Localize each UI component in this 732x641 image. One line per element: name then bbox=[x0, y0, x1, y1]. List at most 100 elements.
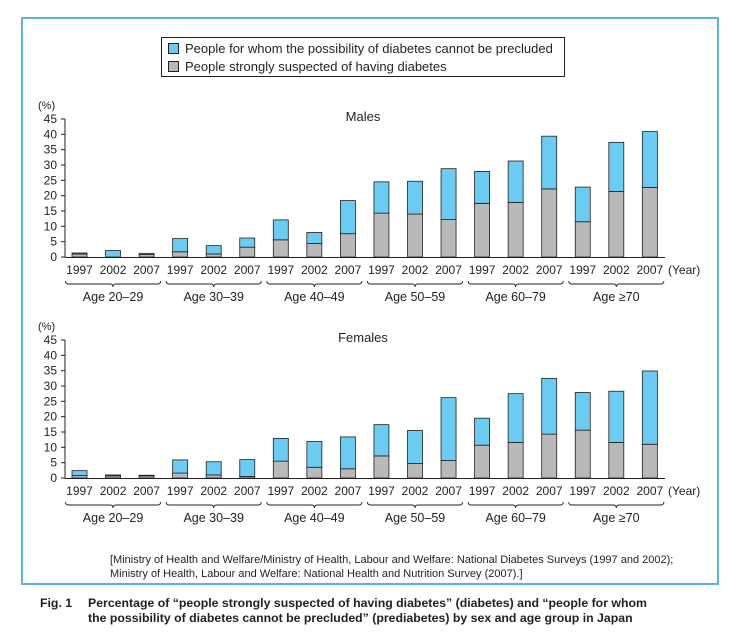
females-x-tick-label: 2007 bbox=[435, 484, 462, 498]
males-group-label: Age 60–79 bbox=[485, 290, 546, 304]
females-bar-prediabetes bbox=[373, 424, 390, 457]
males-y-tick-label: 30 bbox=[44, 158, 58, 172]
females-bar-prediabetes bbox=[105, 474, 121, 477]
males-group-brace bbox=[467, 280, 564, 288]
males-bar-diabetes bbox=[641, 186, 658, 258]
females-bar-prediabetes bbox=[574, 392, 591, 431]
males-bar-prediabetes bbox=[239, 237, 256, 248]
males-group-label: Age ≥70 bbox=[593, 290, 640, 304]
males-bar-prediabetes bbox=[339, 200, 356, 235]
females-bar-diabetes bbox=[205, 474, 222, 479]
females-bar-diabetes bbox=[474, 444, 491, 479]
females-x-tick-label: 2007 bbox=[234, 484, 261, 498]
females-x-tick-label: 2007 bbox=[536, 484, 563, 498]
males-bar-diabetes bbox=[306, 243, 323, 258]
males-x-axis-label: (Year) bbox=[668, 263, 700, 277]
females-x-tick-label: 1997 bbox=[167, 484, 194, 498]
females-bar-diabetes bbox=[172, 472, 189, 479]
females-group-label: Age 60–79 bbox=[485, 511, 546, 525]
females-x-tick-label: 1997 bbox=[569, 484, 596, 498]
females-x-tick-label: 2002 bbox=[402, 484, 429, 498]
males-bar-prediabetes bbox=[205, 245, 222, 255]
females-x-tick-label: 1997 bbox=[267, 484, 294, 498]
females-bar-prediabetes bbox=[138, 474, 155, 477]
females-bar-prediabetes bbox=[541, 377, 558, 435]
males-group-label: Age 20–29 bbox=[83, 290, 144, 304]
males-bar-diabetes bbox=[71, 253, 88, 258]
males-bar-prediabetes bbox=[138, 252, 155, 255]
legend-swatch-prediabetes bbox=[168, 42, 179, 54]
males-bar-diabetes bbox=[172, 251, 189, 258]
males-bar-diabetes bbox=[239, 246, 256, 258]
males-x-tick-label: 2007 bbox=[435, 263, 462, 277]
males-bar-prediabetes bbox=[507, 160, 524, 203]
males-bar-prediabetes bbox=[272, 219, 289, 241]
data-source-note: [Ministry of Health and Welfare/Ministry… bbox=[110, 553, 720, 581]
figure-frame bbox=[21, 17, 719, 585]
legend-item-diabetes: People strongly suspected of having diab… bbox=[168, 58, 447, 74]
caption-line-1: Percentage of “people strongly suspected… bbox=[88, 596, 647, 610]
females-bar-prediabetes bbox=[440, 397, 457, 461]
females-group-brace bbox=[568, 501, 665, 509]
females-group-label: Age 50–59 bbox=[385, 511, 446, 525]
legend-label-diabetes: People strongly suspected of having diab… bbox=[185, 58, 447, 74]
females-group-brace bbox=[467, 501, 564, 509]
males-bar-prediabetes bbox=[306, 232, 323, 244]
females-bar-prediabetes bbox=[272, 438, 289, 462]
females-y-tick-label: 0 bbox=[50, 471, 57, 485]
females-bar-prediabetes bbox=[172, 459, 189, 474]
legend-swatch-diabetes bbox=[168, 60, 179, 72]
females-x-tick-label: 2002 bbox=[603, 484, 630, 498]
females-bar-diabetes bbox=[373, 455, 390, 479]
males-bar-prediabetes bbox=[440, 168, 457, 220]
males-bar-prediabetes bbox=[373, 181, 390, 214]
females-group-label: Age ≥70 bbox=[593, 511, 640, 525]
females-bar-diabetes bbox=[608, 442, 625, 479]
source-line-2: Ministry of Health, Labour and Welfare: … bbox=[110, 568, 523, 580]
females-group-label: Age 30–39 bbox=[183, 511, 244, 525]
females-y-tick-label: 5 bbox=[50, 456, 57, 470]
males-x-tick-label: 1997 bbox=[368, 263, 395, 277]
males-x-tick-label: 2007 bbox=[536, 263, 563, 277]
males-bar-diabetes bbox=[339, 233, 356, 258]
females-bar-diabetes bbox=[541, 433, 558, 479]
males-x-tick-label: 2002 bbox=[603, 263, 630, 277]
males-x-tick-label: 2007 bbox=[636, 263, 663, 277]
males-x-tick-label: 1997 bbox=[167, 263, 194, 277]
males-y-tick-label: 10 bbox=[44, 219, 58, 233]
females-x-tick-label: 2002 bbox=[100, 484, 127, 498]
males-bar-prediabetes bbox=[105, 250, 121, 258]
males-bar-diabetes bbox=[407, 213, 423, 258]
females-x-tick-label: 2002 bbox=[301, 484, 328, 498]
females-x-tick-label: 1997 bbox=[66, 484, 93, 498]
males-bar-prediabetes bbox=[608, 141, 625, 192]
females-y-tick-label: 25 bbox=[44, 394, 58, 408]
figure-caption: Fig. 1 Percentage of “people strongly sus… bbox=[40, 596, 710, 626]
females-y-tick-label: 30 bbox=[44, 379, 58, 393]
females-panel-title: Females bbox=[338, 330, 388, 345]
females-y-tick-label: 45 bbox=[44, 333, 58, 347]
males-bar-diabetes bbox=[608, 190, 625, 258]
males-bar-diabetes bbox=[474, 202, 491, 258]
females-bar-prediabetes bbox=[407, 430, 423, 464]
males-group-brace bbox=[266, 280, 363, 288]
females-bar-prediabetes bbox=[474, 417, 491, 446]
females-y-tick-label: 40 bbox=[44, 348, 58, 362]
males-bar-diabetes bbox=[272, 239, 289, 258]
males-bar-prediabetes bbox=[474, 171, 491, 204]
females-bar-diabetes bbox=[306, 466, 323, 479]
females-x-tick-label: 2002 bbox=[502, 484, 529, 498]
females-group-label: Age 20–29 bbox=[83, 511, 144, 525]
males-x-tick-label: 2002 bbox=[301, 263, 328, 277]
males-y-tick-label: 15 bbox=[44, 204, 58, 218]
males-y-unit-label: (%) bbox=[38, 100, 55, 112]
females-bar-prediabetes bbox=[339, 436, 356, 470]
females-y-tick-label: 20 bbox=[44, 410, 58, 424]
females-bar-diabetes bbox=[339, 468, 356, 479]
males-x-tick-label: 1997 bbox=[469, 263, 496, 277]
males-bar-prediabetes bbox=[541, 135, 558, 190]
males-bar-prediabetes bbox=[71, 252, 88, 255]
females-bar-diabetes bbox=[407, 463, 423, 479]
females-x-tick-label: 1997 bbox=[368, 484, 395, 498]
